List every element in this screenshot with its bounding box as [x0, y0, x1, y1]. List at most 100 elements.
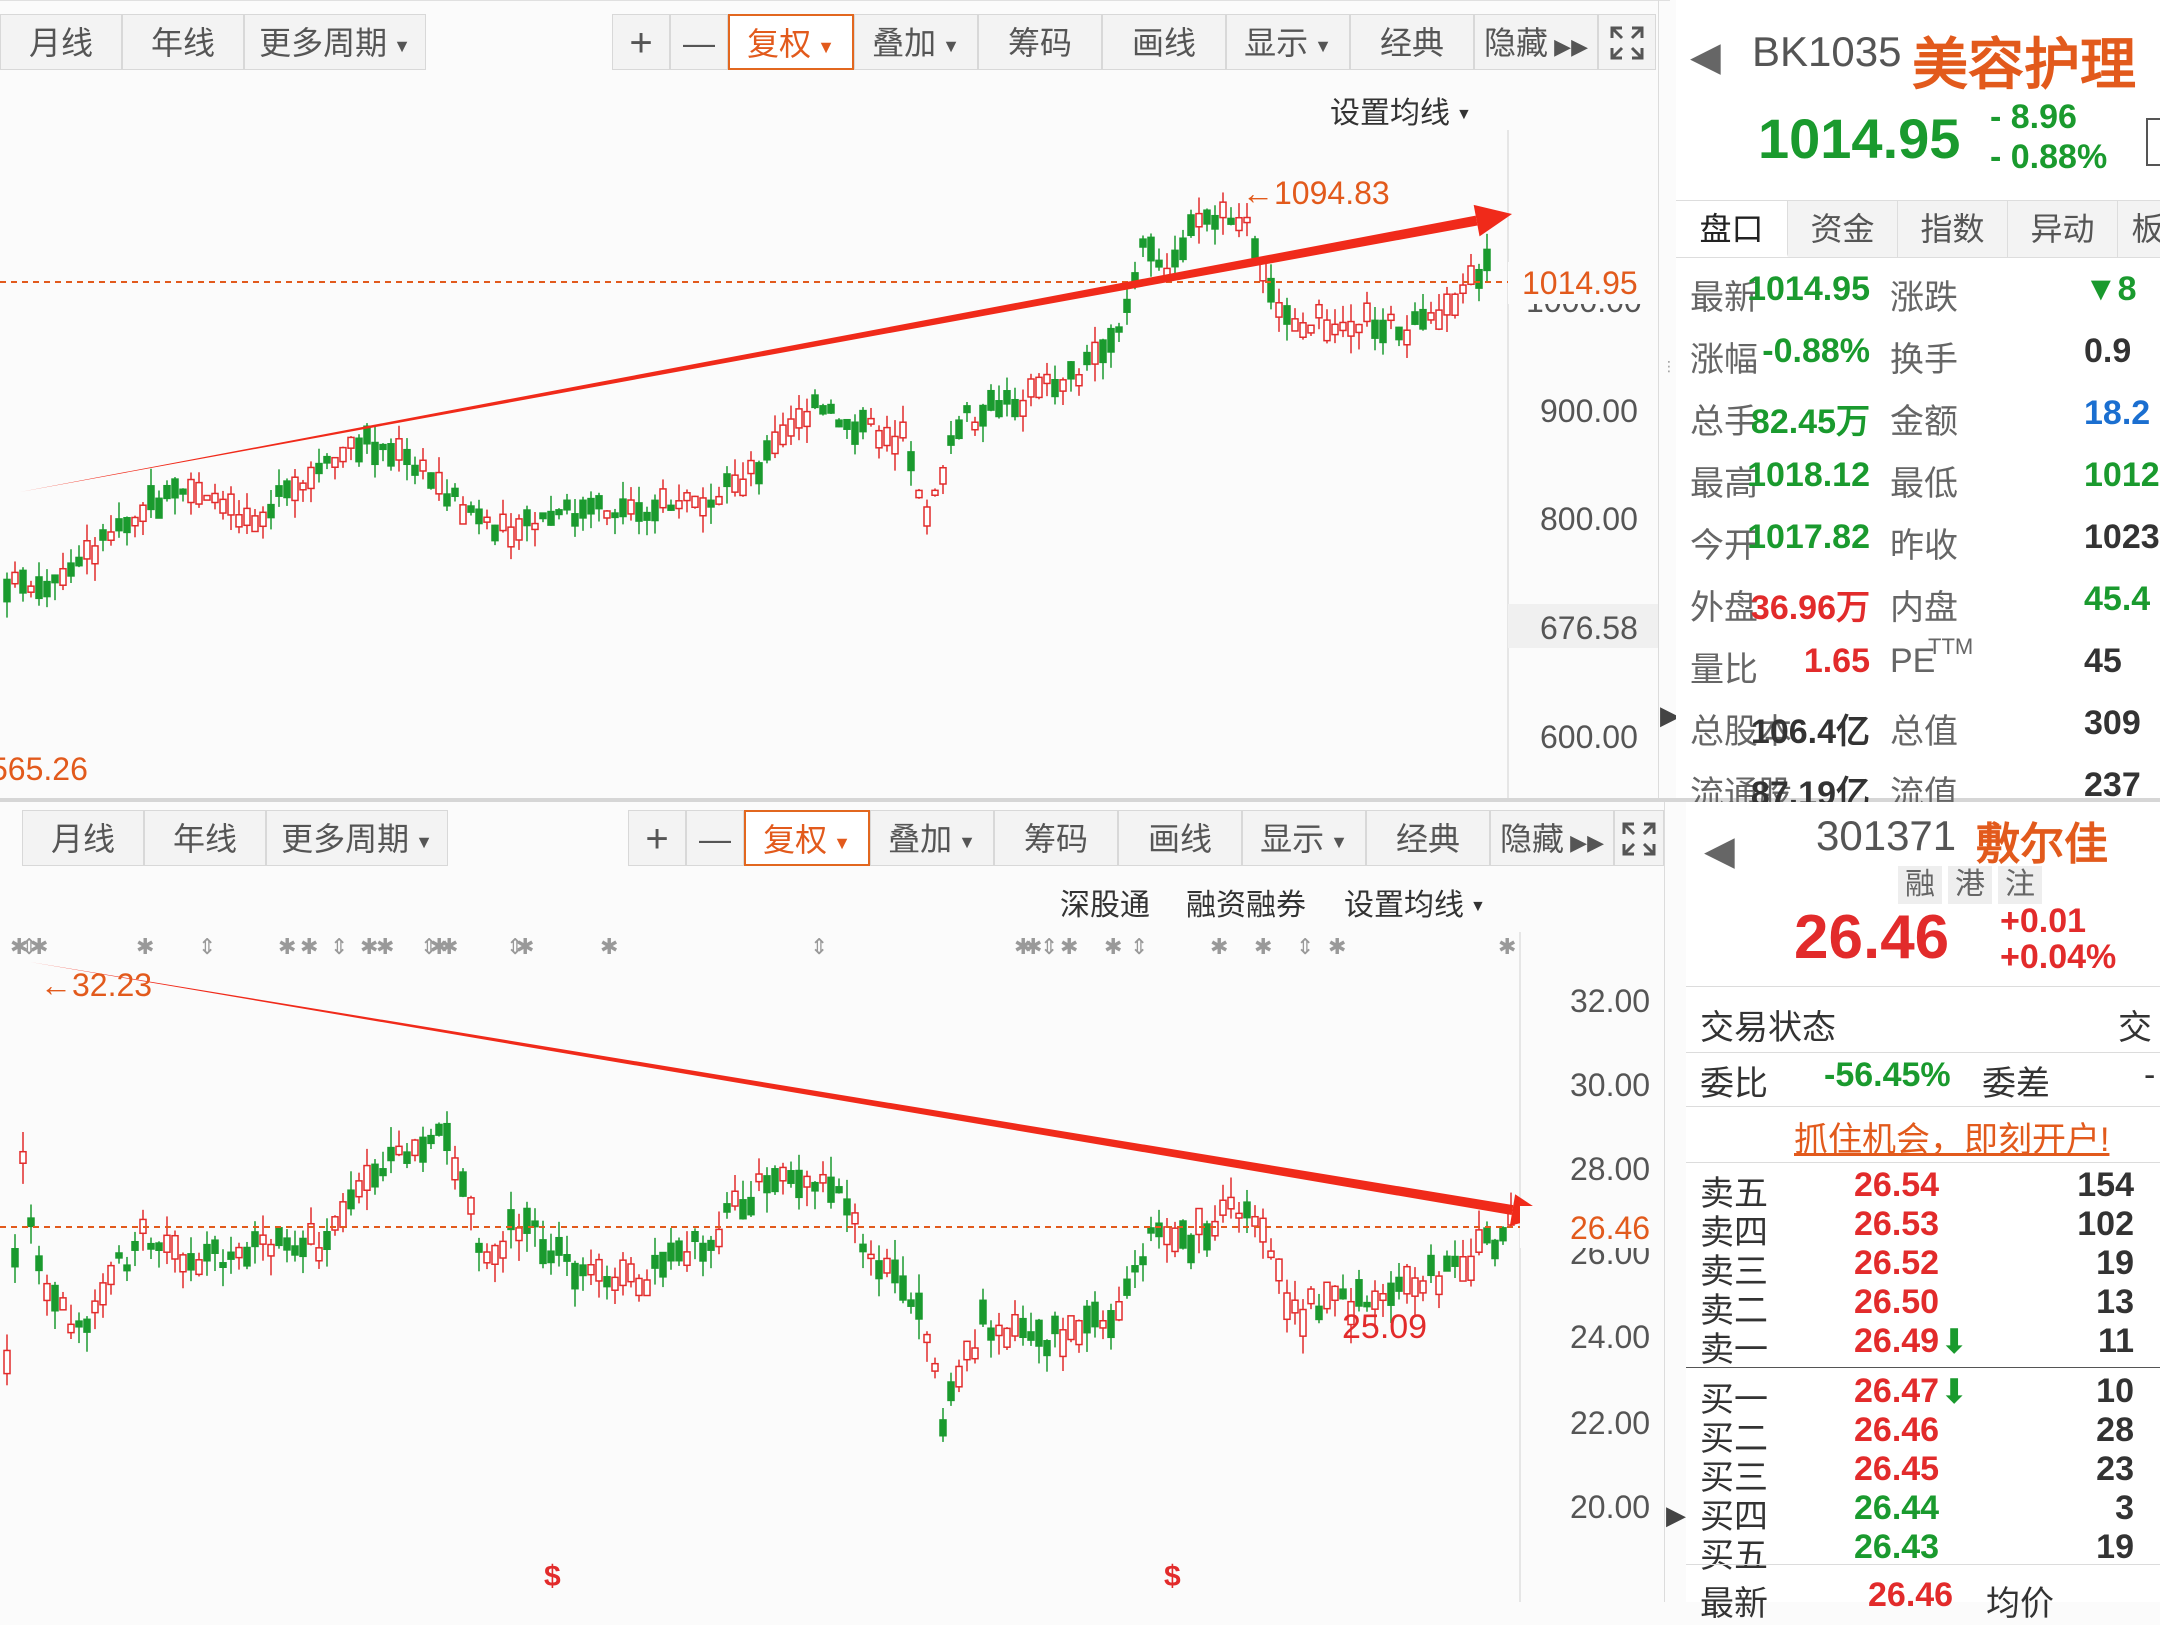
hide-label: 隐藏	[1500, 821, 1565, 857]
sz-connect-link[interactable]: 深股通	[1060, 889, 1150, 922]
candle-body	[387, 443, 395, 467]
candle-body	[475, 508, 483, 525]
candle-body	[395, 1145, 403, 1156]
adjust-rights-button[interactable]: 复权 ▼	[744, 810, 870, 866]
event-icon: ✱	[1254, 934, 1272, 959]
candle-body	[411, 464, 419, 476]
y-tick-24: 24.00	[1570, 1319, 1650, 1355]
fullscreen-button[interactable]	[1614, 810, 1664, 866]
stat-label: 涨跌	[1890, 279, 1958, 317]
candle-body	[731, 474, 739, 493]
promo-link[interactable]: 抓住机会，即刻开户!	[1794, 1121, 2110, 1159]
event-icon: ⇕	[20, 934, 38, 959]
hide-label: 隐藏	[1484, 25, 1549, 61]
period-year-button[interactable]: 年线	[122, 14, 244, 70]
candle-body	[1083, 351, 1091, 366]
candle-body	[579, 1264, 587, 1277]
hide-button[interactable]: 隐藏 ▶▶	[1474, 14, 1598, 70]
fullscreen-icon	[1622, 822, 1656, 856]
candle-body	[1483, 1227, 1491, 1244]
tab-sector[interactable]: 板	[2118, 201, 2160, 257]
zoom-out-button[interactable]: —	[670, 14, 728, 70]
candle-body	[227, 493, 235, 516]
candle-body	[267, 503, 275, 519]
candle-body	[27, 585, 35, 593]
ma-setting-bottom[interactable]: 设置均线 ▼	[1344, 880, 1486, 924]
tab-anomaly[interactable]: 异动	[2008, 201, 2118, 257]
back-icon[interactable]: ◀	[1704, 829, 1735, 873]
display-button[interactable]: 显示 ▼	[1226, 14, 1350, 70]
candle-body	[83, 1318, 91, 1333]
zoom-in-button[interactable]: +	[612, 14, 670, 70]
tab-index[interactable]: 指数	[1898, 201, 2008, 257]
top-toolbar: 月线 年线 更多周期 ▼ + — 复权 ▼ 叠加 ▼ 筹码 画线 显示 ▼ 经典 隐藏 …	[0, 14, 1660, 70]
chips-button[interactable]: 筹码	[994, 810, 1118, 866]
zoom-out-button[interactable]: —	[686, 810, 744, 866]
candle-body	[595, 1258, 603, 1282]
panel-expand-icon[interactable]	[2146, 118, 2160, 166]
adjust-rights-button[interactable]: 复权 ▼	[728, 14, 854, 70]
tab-orderbook[interactable]: 盘口	[1676, 201, 1788, 257]
candle-body	[915, 1292, 923, 1320]
bottom-chart-pane: 月线 年线 更多周期 ▼ + — 复权 ▼ 叠加 ▼ 筹码 画线 显示 ▼ 经典 隐藏 …	[0, 802, 1670, 1602]
period-month-button[interactable]: 月线	[0, 14, 122, 70]
classic-button[interactable]: 经典	[1366, 810, 1490, 866]
candle-body	[1067, 1315, 1075, 1341]
candle-body	[1323, 319, 1331, 342]
tab-funds[interactable]: 资金	[1788, 201, 1898, 257]
overlay-button[interactable]: 叠加 ▼	[854, 14, 978, 70]
candle-body	[1059, 379, 1067, 392]
candle-body	[1451, 1255, 1459, 1267]
ma-setting-top[interactable]: 设置均线 ▼	[1330, 88, 1472, 132]
candle-body	[1243, 1201, 1251, 1219]
candle-body	[987, 389, 995, 411]
candle-body	[443, 1122, 451, 1152]
candle-body	[1395, 326, 1403, 341]
candle-body	[83, 540, 91, 560]
back-icon[interactable]: ◀	[1690, 35, 1721, 79]
candle-body	[75, 1320, 83, 1328]
candle-body	[611, 512, 619, 519]
resize-grip[interactable]: ⋮	[1662, 358, 1676, 374]
level-price: 26.47	[1854, 1372, 1940, 1410]
down-arrow-icon: ⬇	[1940, 1323, 1969, 1361]
candle-body	[499, 513, 507, 532]
candle-body	[1435, 1275, 1443, 1296]
event-icon: ⇕	[506, 934, 524, 959]
collapse-handle-bottom[interactable]: ▶	[1666, 1500, 1686, 1530]
candle-body	[739, 478, 747, 497]
bottom-candlestick-chart[interactable]: ✱⇕✱ ✱ ⇕ ✱ ✱ ⇕ ✱✱ ⇕✱✱ ⇕✱ ✱ ⇕ ✱✱⇕ ✱ ✱ ⇕ ✱ ✱ ⇕ ✱ ✱ 32.00 30.00…	[0, 802, 1670, 1602]
margin-trading-link[interactable]: 融资融券	[1186, 889, 1306, 922]
more-periods-button[interactable]: 更多周期 ▼	[244, 14, 426, 70]
stat-label: 最低	[1890, 465, 1958, 503]
more-periods-button[interactable]: 更多周期 ▼	[266, 810, 448, 866]
candle-body	[1235, 1212, 1243, 1219]
zoom-in-button[interactable]: +	[628, 810, 686, 866]
candle-body	[195, 481, 203, 505]
y-tick-30: 30.00	[1570, 1067, 1650, 1103]
candle-body	[827, 1176, 835, 1203]
stat-value: 0.9	[2084, 332, 2132, 370]
candle-body	[491, 1244, 499, 1265]
fullscreen-button[interactable]	[1598, 14, 1656, 70]
overlay-button[interactable]: 叠加 ▼	[870, 810, 994, 866]
candle-body	[467, 505, 475, 513]
candle-body	[955, 419, 963, 440]
candle-body	[675, 500, 683, 510]
candle-body	[643, 1279, 651, 1297]
collapse-handle-top[interactable]: ▶	[1660, 700, 1680, 730]
period-month-button[interactable]: 月线	[22, 810, 144, 866]
chips-button[interactable]: 筹码	[978, 14, 1102, 70]
stat-value: 18.2	[2084, 394, 2151, 432]
hide-button[interactable]: 隐藏 ▶▶	[1490, 810, 1614, 866]
event-icon: ⇕	[810, 934, 828, 959]
top-candlestick-chart[interactable]: 1000.00 900.00 800.00 676.58 600.00 1014…	[0, 0, 1670, 800]
candle-body	[1387, 313, 1395, 322]
candle-body	[963, 1340, 971, 1361]
display-button[interactable]: 显示 ▼	[1242, 810, 1366, 866]
draw-line-button[interactable]: 画线	[1102, 14, 1226, 70]
draw-line-button[interactable]: 画线	[1118, 810, 1242, 866]
period-year-button[interactable]: 年线	[144, 810, 266, 866]
candle-body	[123, 517, 131, 534]
classic-button[interactable]: 经典	[1350, 14, 1474, 70]
